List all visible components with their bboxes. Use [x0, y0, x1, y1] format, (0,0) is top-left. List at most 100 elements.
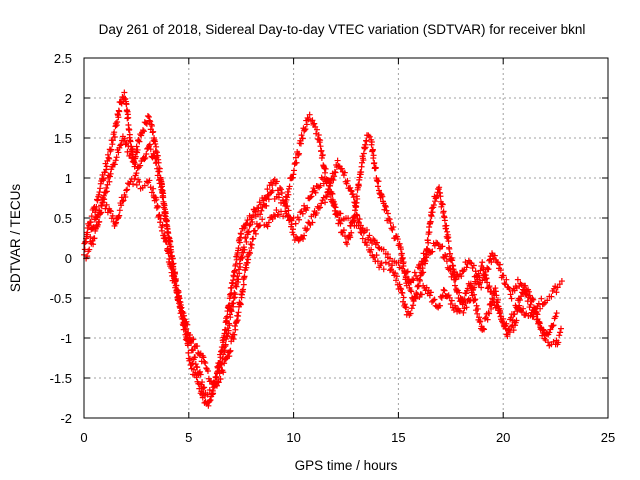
data-point: [263, 195, 270, 202]
data-point: [284, 203, 291, 210]
data-point: [427, 289, 434, 296]
data-point: [96, 218, 103, 225]
data-point: [302, 126, 309, 133]
data-point: [289, 226, 296, 233]
data-point: [242, 235, 249, 242]
data-point: [97, 185, 104, 192]
data-point: [146, 141, 153, 148]
data-point: [365, 132, 372, 139]
data-point: [368, 139, 375, 146]
data-point: [532, 308, 539, 315]
data-point: [466, 297, 473, 304]
data-point: [509, 317, 516, 324]
data-point: [556, 281, 563, 288]
data-point: [304, 225, 311, 232]
data-point: [231, 331, 238, 338]
data-point: [467, 297, 474, 304]
data-point: [247, 250, 254, 257]
chart-title: Day 261 of 2018, Sidereal Day-to-day VTE…: [99, 22, 586, 37]
data-point: [115, 213, 122, 220]
data-point: [482, 272, 489, 279]
data-point: [121, 89, 128, 96]
data-point: [187, 337, 194, 344]
data-point: [429, 209, 436, 216]
data-point: [547, 326, 554, 333]
data-point: [113, 154, 120, 161]
data-point: [363, 242, 370, 249]
data-point: [256, 199, 263, 206]
data-point: [194, 343, 201, 350]
data-point: [240, 249, 247, 256]
data-point: [152, 140, 159, 147]
data-point: [522, 282, 529, 289]
data-point: [463, 264, 470, 271]
data-point: [278, 186, 285, 193]
data-point: [387, 267, 394, 274]
data-point: [156, 211, 163, 218]
data-point: [106, 173, 113, 180]
data-point: [182, 320, 189, 327]
data-point: [344, 241, 351, 248]
data-point: [93, 203, 100, 210]
data-point: [426, 223, 433, 230]
data-point: [538, 295, 545, 302]
data-point: [486, 256, 493, 263]
data-point: [341, 169, 348, 176]
data-point: [332, 169, 339, 176]
data-point: [206, 386, 213, 393]
data-point: [430, 297, 437, 304]
data-point: [548, 293, 555, 300]
data-point: [317, 143, 324, 150]
data-point: [488, 305, 495, 312]
data-point: [167, 246, 174, 253]
data-point: [297, 140, 304, 147]
data-point: [503, 320, 510, 327]
data-point: [330, 176, 337, 183]
data-point: [275, 211, 282, 218]
data-point: [510, 327, 517, 334]
data-point: [243, 238, 250, 245]
data-point: [514, 276, 521, 283]
data-point: [557, 325, 564, 332]
data-point: [107, 170, 114, 177]
data-point: [317, 137, 324, 144]
data-point: [118, 202, 125, 209]
data-point: [308, 118, 315, 125]
data-point: [552, 313, 559, 320]
data-point: [136, 138, 143, 145]
data-point: [113, 219, 120, 226]
data-point: [553, 289, 560, 296]
data-point: [88, 213, 95, 220]
data-point: [407, 287, 414, 294]
data-point: [506, 325, 513, 332]
data-point: [413, 291, 420, 298]
data-point: [285, 207, 292, 214]
data-point: [126, 131, 133, 138]
data-point: [136, 178, 143, 185]
data-point: [138, 132, 145, 139]
data-point: [114, 119, 121, 126]
data-point: [409, 276, 416, 283]
data-point: [458, 273, 465, 280]
x-tick-label: 5: [185, 430, 192, 445]
data-point: [534, 311, 541, 318]
data-point: [516, 297, 523, 304]
data-point: [375, 244, 382, 251]
data-point: [288, 221, 295, 228]
data-point: [408, 288, 415, 295]
data-point: [351, 199, 358, 206]
data-point: [481, 315, 488, 322]
data-point: [170, 265, 177, 272]
data-point: [476, 319, 483, 326]
data-point: [228, 308, 235, 315]
data-point: [90, 241, 97, 248]
data-point: [250, 211, 257, 218]
data-point: [214, 369, 221, 376]
data-point: [278, 189, 285, 196]
data-point: [201, 384, 208, 391]
data-point: [165, 234, 172, 241]
data-point: [293, 159, 300, 166]
data-point: [237, 264, 244, 271]
data-point: [485, 284, 492, 291]
data-point: [340, 172, 347, 179]
